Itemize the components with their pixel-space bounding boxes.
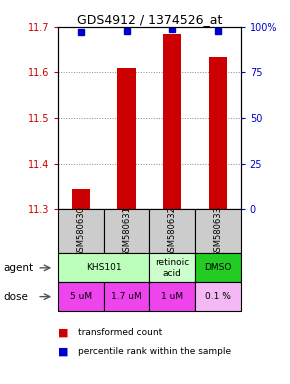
Bar [149,209,195,253]
Text: 1.7 uM: 1.7 uM [111,292,142,301]
Text: percentile rank within the sample: percentile rank within the sample [78,347,231,356]
Bar [58,282,104,311]
Text: GSM580631: GSM580631 [122,206,131,257]
Bar [195,282,241,311]
Text: dose: dose [3,291,28,302]
Bar [149,253,195,282]
Text: GSM580633: GSM580633 [213,206,222,257]
Bar [104,209,149,253]
Bar [149,282,195,311]
Text: DMSO: DMSO [204,263,231,272]
Bar [58,209,104,253]
Text: KHS101: KHS101 [86,263,122,272]
Text: 5 uM: 5 uM [70,292,92,301]
Bar [195,253,241,282]
Bar [117,68,136,209]
Text: transformed count: transformed count [78,328,163,337]
Text: ■: ■ [58,346,68,356]
Text: retinoic
acid: retinoic acid [155,258,189,278]
Bar [209,56,227,209]
Text: agent: agent [3,263,33,273]
Text: ■: ■ [58,327,68,337]
Bar [163,34,181,209]
Bar [195,209,241,253]
Bar [58,253,149,282]
Bar [104,282,149,311]
Text: GSM580630: GSM580630 [76,206,85,257]
Text: GSM580632: GSM580632 [168,206,177,257]
Bar [72,189,90,209]
Text: 1 uM: 1 uM [161,292,183,301]
Title: GDS4912 / 1374526_at: GDS4912 / 1374526_at [77,13,222,26]
Text: 0.1 %: 0.1 % [205,292,231,301]
